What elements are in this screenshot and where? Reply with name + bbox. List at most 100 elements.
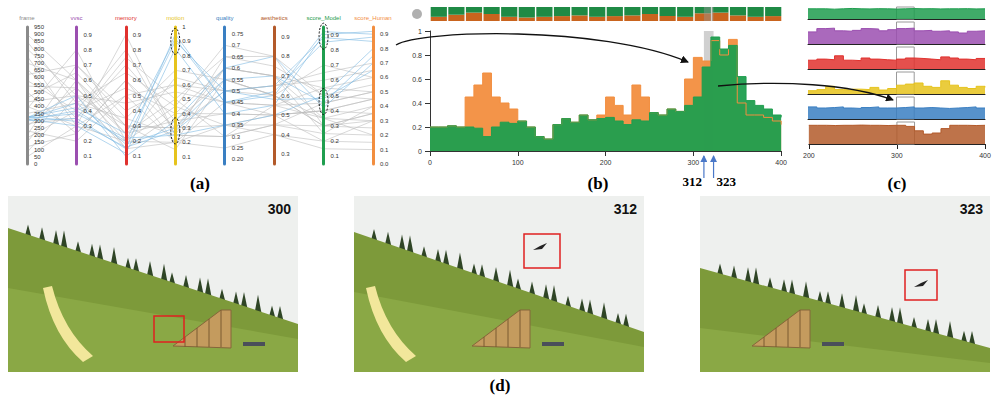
svg-text:0.2: 0.2 <box>331 138 340 144</box>
svg-text:0.1: 0.1 <box>182 154 191 160</box>
svg-text:motion: motion <box>166 15 184 21</box>
svg-text:1: 1 <box>418 28 422 35</box>
svg-text:400: 400 <box>34 103 45 109</box>
svg-text:0.1: 0.1 <box>133 153 142 159</box>
svg-text:50: 50 <box>34 154 41 160</box>
svg-text:400: 400 <box>979 152 991 159</box>
svg-text:0.2: 0.2 <box>83 138 92 144</box>
svg-text:0.3: 0.3 <box>83 123 92 129</box>
svg-text:0.4: 0.4 <box>182 111 191 117</box>
svg-text:0.4: 0.4 <box>133 108 142 114</box>
svg-text:0.9: 0.9 <box>331 32 340 38</box>
svg-text:0.2: 0.2 <box>133 138 142 144</box>
svg-text:0.65: 0.65 <box>232 54 244 60</box>
svg-text:0.5: 0.5 <box>182 96 191 102</box>
svg-text:0.5: 0.5 <box>133 93 142 99</box>
svg-text:0.3: 0.3 <box>182 125 191 131</box>
svg-text:800: 800 <box>34 46 45 52</box>
svg-text:323: 323 <box>960 201 984 217</box>
svg-text:0.9: 0.9 <box>83 32 92 38</box>
svg-text:0.2: 0.2 <box>182 139 191 145</box>
svg-text:0.8: 0.8 <box>380 46 389 52</box>
svg-text:0.3: 0.3 <box>133 123 142 129</box>
svg-text:0.8: 0.8 <box>412 52 422 59</box>
svg-text:0.0: 0.0 <box>380 161 389 167</box>
svg-text:500: 500 <box>34 89 45 95</box>
svg-text:700: 700 <box>34 60 45 66</box>
svg-text:0.2: 0.2 <box>380 132 389 138</box>
svg-text:score_Human: score_Human <box>354 15 391 21</box>
svg-text:0.1: 0.1 <box>83 153 92 159</box>
svg-text:0.7: 0.7 <box>380 60 389 66</box>
svg-text:1: 1 <box>182 24 186 30</box>
svg-text:0: 0 <box>34 161 38 167</box>
svg-text:0.6: 0.6 <box>133 77 142 83</box>
svg-text:0.7: 0.7 <box>281 73 290 79</box>
svg-text:0.8: 0.8 <box>281 53 290 59</box>
svg-text:400: 400 <box>775 159 787 166</box>
svg-text:0.3: 0.3 <box>331 123 340 129</box>
svg-text:quality: quality <box>216 15 233 21</box>
svg-text:450: 450 <box>34 96 45 102</box>
svg-text:300: 300 <box>34 118 45 124</box>
svg-text:300: 300 <box>891 152 903 159</box>
svg-text:0.4: 0.4 <box>331 108 340 114</box>
svg-text:0.8: 0.8 <box>83 47 92 53</box>
svg-text:0.5: 0.5 <box>232 88 241 94</box>
svg-text:200: 200 <box>803 152 815 159</box>
svg-text:950: 950 <box>34 24 45 30</box>
svg-text:0.55: 0.55 <box>232 77 244 83</box>
svg-text:200: 200 <box>34 132 45 138</box>
svg-text:150: 150 <box>34 139 45 145</box>
svg-text:0.4: 0.4 <box>232 111 241 117</box>
svg-text:memory: memory <box>115 15 137 21</box>
svg-text:100: 100 <box>34 147 45 153</box>
svg-text:0.1: 0.1 <box>331 153 340 159</box>
svg-text:0.7: 0.7 <box>133 62 142 68</box>
svg-text:600: 600 <box>34 74 45 80</box>
svg-text:0: 0 <box>418 148 422 155</box>
svg-text:0.7: 0.7 <box>83 62 92 68</box>
svg-text:0.4: 0.4 <box>83 108 92 114</box>
svg-text:550: 550 <box>34 82 45 88</box>
svg-text:0.4: 0.4 <box>281 132 290 138</box>
svg-text:0.3: 0.3 <box>281 151 290 157</box>
svg-text:aesthetics: aesthetics <box>261 15 288 21</box>
svg-text:0.2: 0.2 <box>412 124 422 131</box>
svg-text:312: 312 <box>614 201 638 217</box>
svg-text:0.75: 0.75 <box>232 31 244 37</box>
svg-text:300: 300 <box>268 201 292 217</box>
svg-text:0.6: 0.6 <box>182 82 191 88</box>
svg-text:0.35: 0.35 <box>232 122 244 128</box>
svg-text:850: 850 <box>34 38 45 44</box>
svg-text:0: 0 <box>428 159 432 166</box>
svg-text:750: 750 <box>34 53 45 59</box>
svg-text:0.4: 0.4 <box>412 100 422 107</box>
svg-text:0.3: 0.3 <box>232 134 241 140</box>
svg-text:0.25: 0.25 <box>232 145 244 151</box>
svg-text:0.6: 0.6 <box>281 93 290 99</box>
svg-text:350: 350 <box>34 111 45 117</box>
svg-text:250: 250 <box>34 125 45 131</box>
svg-text:0.7: 0.7 <box>182 67 191 73</box>
svg-text:0.4: 0.4 <box>380 103 389 109</box>
svg-text:frame: frame <box>19 15 35 21</box>
svg-text:0.7: 0.7 <box>232 42 241 48</box>
svg-text:0.8: 0.8 <box>182 53 191 59</box>
svg-text:0.6: 0.6 <box>331 77 340 83</box>
svg-text:0.5: 0.5 <box>380 89 389 95</box>
svg-text:0.9: 0.9 <box>133 32 142 38</box>
svg-text:0.5: 0.5 <box>83 93 92 99</box>
svg-text:300: 300 <box>688 159 700 166</box>
svg-text:0.6: 0.6 <box>380 74 389 80</box>
svg-text:100: 100 <box>512 159 524 166</box>
svg-text:0.8: 0.8 <box>331 47 340 53</box>
svg-text:0.20: 0.20 <box>232 156 244 162</box>
svg-text:vvsc: vvsc <box>70 15 82 21</box>
svg-text:200: 200 <box>600 159 612 166</box>
svg-text:0.3: 0.3 <box>380 118 389 124</box>
svg-text:900: 900 <box>34 31 45 37</box>
svg-text:650: 650 <box>34 67 45 73</box>
svg-text:0.9: 0.9 <box>182 38 191 44</box>
svg-text:0.6: 0.6 <box>232 65 241 71</box>
